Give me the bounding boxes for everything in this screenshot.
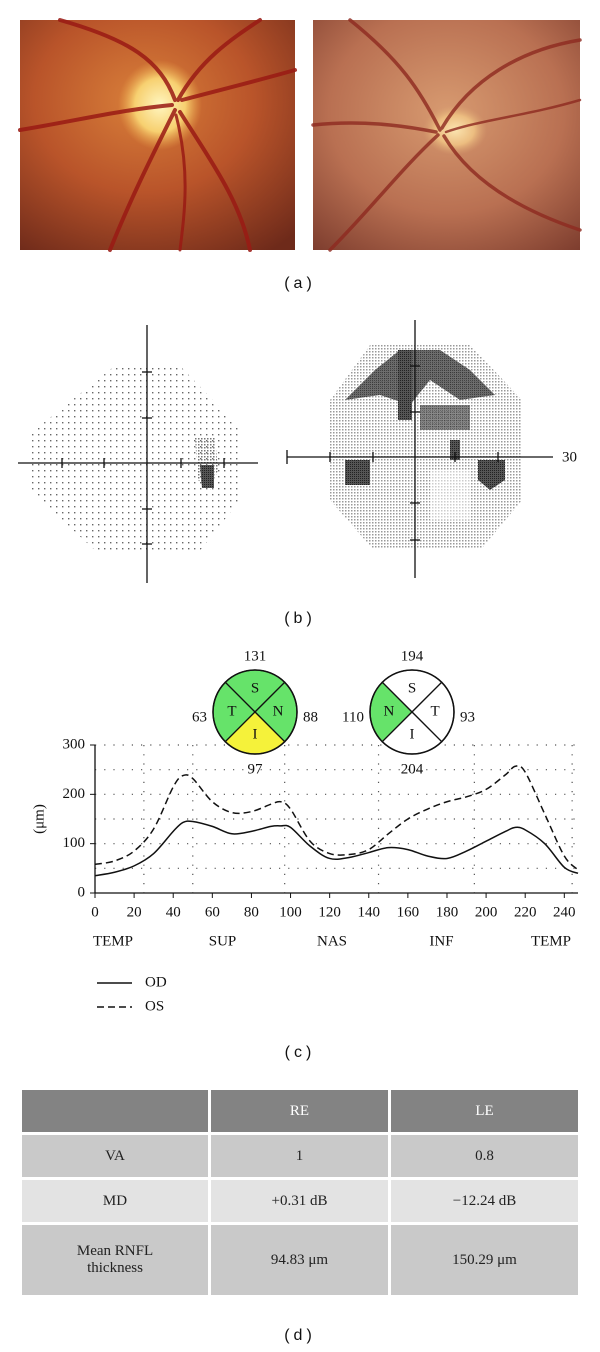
x-tick-label: 240 <box>553 904 576 920</box>
rnfl-clocks: S 131 T 63 N 88 I 97 S 194 N 110 T 93 I 204 <box>192 648 475 777</box>
x-tick-label: 200 <box>475 904 498 920</box>
scale-label: 30 <box>562 449 577 465</box>
panel-label: (c) <box>285 1044 316 1061</box>
clock-outline <box>369 669 455 755</box>
sector-letter: S <box>408 680 416 696</box>
fundus-right-eye <box>18 18 297 252</box>
data-line <box>94 765 579 871</box>
sector-letter: S <box>251 680 259 696</box>
x-tick-label: 40 <box>166 904 181 920</box>
visual-field-left <box>286 320 553 578</box>
data-line <box>94 820 579 877</box>
clock-outline <box>212 669 298 755</box>
region-label: INF <box>429 933 453 949</box>
sector-value: 194 <box>401 648 424 664</box>
results-table: RE LE VA 1 0.8 MD +0.31 dB −12.24 dB Mean RNFL… <box>19 1087 581 1298</box>
sector-letter: T <box>431 703 440 719</box>
table-cell: −12.24 dB <box>391 1180 578 1222</box>
table-cell: 1 <box>211 1135 388 1177</box>
x-tick-label: 20 <box>127 904 142 920</box>
region-label: TEMP <box>93 933 133 949</box>
sector-value: 131 <box>244 648 267 664</box>
legend-label: OS <box>145 998 164 1014</box>
table-cell: MD <box>22 1180 208 1222</box>
header-cell: LE <box>391 1090 578 1132</box>
fundus-left-eye <box>311 18 582 252</box>
rnfl-chart: 0 100 200 300 0 20 40 60 80 100 120 140 160 180 200 220… <box>31 736 579 1014</box>
sector-value: 110 <box>342 709 364 725</box>
table-header: RE LE <box>22 1090 578 1132</box>
region-label: SUP <box>209 933 237 949</box>
region-label: NAS <box>317 933 347 949</box>
sector-letter: I <box>253 727 258 743</box>
x-tick-label: 120 <box>318 904 341 920</box>
x-tick-label: 180 <box>436 904 459 920</box>
region-label: TEMP <box>531 933 571 949</box>
visual-field-right <box>18 325 258 583</box>
table-cell: 0.8 <box>391 1135 578 1177</box>
sector-value: 93 <box>460 709 475 725</box>
panel-label: (a) <box>284 275 316 292</box>
sector-letter: I <box>410 727 415 743</box>
table-cell: 94.83 μm <box>211 1225 388 1295</box>
sector-letter: N <box>273 703 284 719</box>
y-tick-label: 100 <box>63 835 86 851</box>
sector-value: 63 <box>192 709 207 725</box>
table-cell: +0.31 dB <box>211 1180 388 1222</box>
y-tick-label: 300 <box>63 736 86 752</box>
sector-value: 88 <box>303 709 318 725</box>
sector-value: 97 <box>248 761 264 777</box>
legend-label: OD <box>145 974 167 990</box>
sector-letter: N <box>383 703 394 719</box>
table-row: VA 1 0.8 <box>22 1135 578 1177</box>
sector-value: 204 <box>401 761 424 777</box>
table-cell: 150.29 μm <box>391 1225 578 1295</box>
x-tick-label: 140 <box>358 904 381 920</box>
x-tick-label: 160 <box>397 904 420 920</box>
x-tick-label: 220 <box>514 904 537 920</box>
table-row: MD +0.31 dB −12.24 dB <box>22 1180 578 1222</box>
panel-label: (d) <box>284 1327 316 1344</box>
y-tick-label: 0 <box>78 884 86 900</box>
x-tick-label: 100 <box>279 904 302 920</box>
header-cell: RE <box>211 1090 388 1132</box>
y-axis-label: (μm) <box>31 804 47 834</box>
y-tick-label: 200 <box>63 786 86 802</box>
table-cell: Mean RNFL thickness <box>22 1225 208 1295</box>
x-tick-label: 80 <box>244 904 259 920</box>
table-body: VA 1 0.8 MD +0.31 dB −12.24 dB Mean RNFL thick… <box>22 1135 578 1295</box>
header-cell <box>22 1090 208 1132</box>
x-tick-label: 0 <box>91 904 99 920</box>
sector-letter: T <box>227 703 236 719</box>
x-tick-label: 60 <box>205 904 220 920</box>
panel-label: (b) <box>284 610 316 627</box>
table-cell: VA <box>22 1135 208 1177</box>
table-row: Mean RNFL thickness 94.83 μm 150.29 μm <box>22 1225 578 1295</box>
